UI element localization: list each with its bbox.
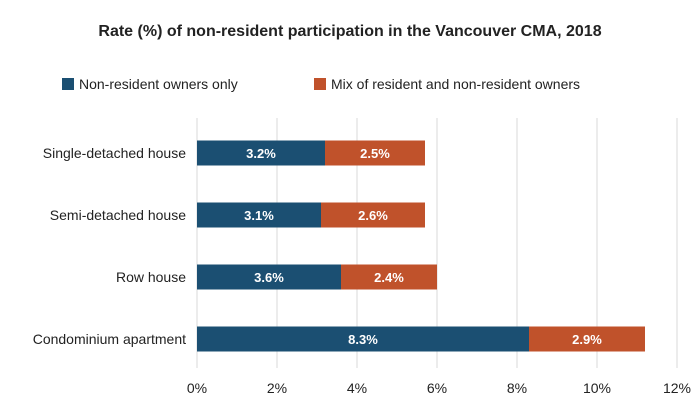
x-tick-label: 4%	[347, 380, 367, 396]
x-tick-label: 6%	[427, 380, 447, 396]
bar-value-label: 2.4%	[374, 270, 404, 285]
bar-mixed-owners	[341, 264, 437, 290]
bars: 3.2% 2.5% 3.1% 2.6% 3.6% 2.4% 8.3% 2.9%	[197, 140, 645, 352]
bar-value-label: 2.9%	[572, 332, 602, 347]
bar-mixed-owners	[529, 326, 645, 352]
bar-non-resident-only	[197, 326, 529, 352]
legend-swatch-mixed-owners	[314, 78, 326, 90]
legend-label-non-resident-only: Non-resident owners only	[79, 76, 238, 92]
category-label: Row house	[116, 269, 186, 285]
category-labels: Single-detached house Semi-detached house…	[33, 145, 187, 347]
legend: Non-resident owners only Mix of resident…	[62, 76, 580, 92]
legend-swatch-non-resident-only	[62, 78, 74, 90]
legend-label-mixed-owners: Mix of resident and non-resident owners	[331, 76, 580, 92]
bar-value-label: 3.6%	[254, 270, 284, 285]
chart-title: Rate (%) of non-resident participation i…	[98, 23, 601, 40]
bar-non-resident-only	[197, 140, 325, 166]
bar-value-label: 2.6%	[358, 208, 388, 223]
category-label: Single-detached house	[43, 145, 186, 161]
x-tick-label: 2%	[267, 380, 287, 396]
bar-mixed-owners	[325, 140, 425, 166]
bar-value-label: 8.3%	[348, 332, 378, 347]
x-tick-label: 10%	[583, 380, 611, 396]
category-label: Condominium apartment	[33, 331, 186, 347]
x-axis-ticks: 0% 2% 4% 6% 8% 10% 12%	[187, 380, 691, 396]
category-label: Semi-detached house	[50, 207, 186, 223]
x-tick-label: 8%	[507, 380, 527, 396]
bar-value-label: 3.2%	[246, 146, 276, 161]
bar-mixed-owners	[321, 202, 425, 228]
x-tick-label: 12%	[663, 380, 691, 396]
bar-non-resident-only	[197, 202, 321, 228]
bar-value-label: 2.5%	[360, 146, 390, 161]
bar-non-resident-only	[197, 264, 341, 290]
x-tick-label: 0%	[187, 380, 207, 396]
bar-value-label: 3.1%	[244, 208, 274, 223]
